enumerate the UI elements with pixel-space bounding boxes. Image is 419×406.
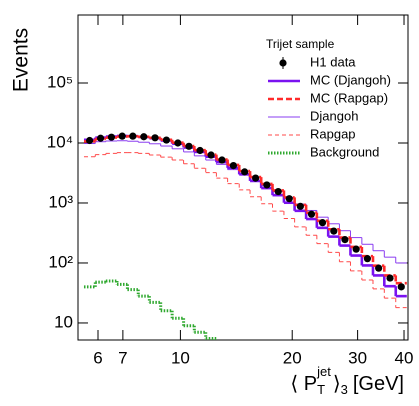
data-point	[263, 181, 271, 189]
data-point	[330, 227, 338, 235]
data-point	[118, 132, 126, 140]
data-point	[229, 161, 238, 170]
y-tick-label: 10²	[48, 252, 73, 271]
data-point	[162, 136, 171, 144]
plot-frame	[77, 14, 409, 341]
data-point	[341, 236, 349, 244]
x-label-part: ⟨ P	[290, 373, 317, 395]
data-point	[185, 142, 193, 150]
y-tick-label: 10⁴	[47, 132, 73, 151]
data-point	[140, 133, 148, 141]
data-point	[241, 168, 249, 176]
x-tick-label: 30	[348, 348, 367, 367]
data-point	[107, 133, 116, 141]
legend-symbol	[279, 59, 287, 67]
data-point	[86, 136, 94, 145]
data-point	[218, 156, 226, 164]
x-tick-label: 6	[93, 348, 102, 367]
data-point	[307, 210, 316, 218]
legend-label: MC (Djangoh)	[310, 72, 391, 87]
plot-area	[83, 132, 407, 340]
y-axis-label: Events	[10, 28, 33, 92]
data-point	[296, 202, 304, 210]
x-tick-label: 40	[395, 348, 414, 367]
data-point	[352, 245, 360, 253]
data-point	[386, 274, 394, 282]
x-label-part: ⟩	[333, 373, 341, 395]
legend-label: Rapgap	[310, 126, 356, 141]
data-point	[207, 151, 215, 159]
data-point	[375, 264, 383, 272]
data-point	[397, 283, 405, 291]
data-point	[151, 134, 159, 142]
x-label-sub: 3	[341, 382, 348, 397]
x-label-sub: T	[317, 382, 325, 397]
x-tick-label: 20	[283, 348, 302, 367]
legend-label: Background	[310, 144, 379, 159]
x-label-unit: [GeV]	[353, 373, 404, 395]
data-point	[274, 187, 282, 196]
data-point	[196, 146, 204, 155]
y-tick-label: 10³	[48, 192, 73, 211]
x-tick-label: 7	[118, 348, 127, 367]
legend-label: Djangoh	[310, 108, 358, 123]
legend-title: Trijet sample	[266, 37, 335, 51]
data-point	[96, 134, 105, 142]
data-point	[285, 195, 293, 203]
x-tick-label: 10	[171, 348, 190, 367]
x-label-sup: jet	[316, 364, 331, 379]
data-point	[174, 139, 182, 147]
legend-label: H1 data	[310, 54, 356, 69]
y-tick-label: 10	[54, 312, 73, 331]
legend-label: MC (Rapgap)	[310, 90, 388, 105]
data-point	[363, 255, 372, 263]
x-axis-label: ⟨ PTjet⟩3 [GeV]	[290, 364, 404, 397]
y-tick-label: 10⁵	[47, 72, 73, 91]
data-point	[129, 132, 137, 140]
data-point	[252, 174, 260, 182]
data-point	[318, 219, 327, 227]
